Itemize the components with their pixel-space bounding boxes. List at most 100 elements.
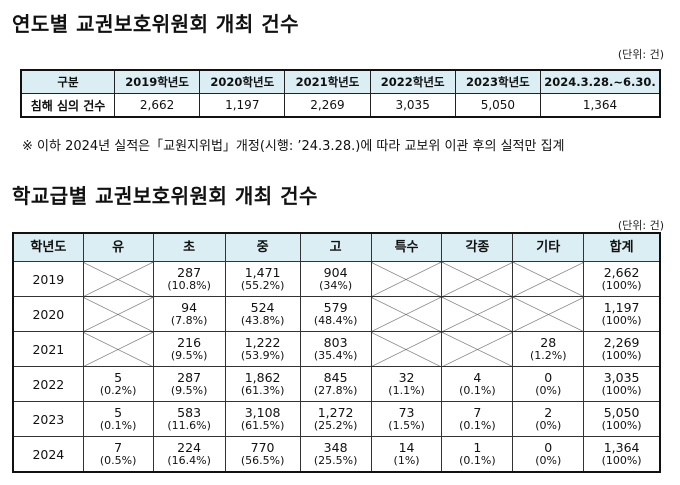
header-cell: 2021학년도: [284, 69, 371, 94]
percent-value: (9.5%): [170, 349, 208, 362]
count-value: 1,862: [244, 370, 281, 385]
count-cell: 1,364 (100%): [583, 436, 661, 473]
count-cell: 5,050 (100%): [583, 401, 661, 437]
count-cell: 94 (7.8%): [152, 296, 226, 332]
header-cell: 기타: [512, 232, 585, 262]
value-cell: 3,035: [369, 93, 456, 118]
count-cell: 0 (0%): [512, 436, 585, 473]
percent-value: (25.2%): [313, 419, 358, 432]
count-cell: 579 (48.4%): [299, 296, 372, 332]
count-cell: 2 (0%): [512, 401, 585, 437]
count-cell: 348 (25.5%): [299, 436, 372, 473]
year-cell: 2022: [12, 366, 84, 402]
count-value: 216: [177, 335, 202, 350]
percent-value: (0%): [535, 384, 562, 397]
count-value: 0: [544, 440, 553, 455]
count-value: 2,662: [603, 265, 640, 280]
count-value: 1,272: [317, 405, 354, 420]
count-cell: 73 (1.5%): [370, 401, 443, 437]
count-value: 4: [473, 370, 482, 385]
header-cell: 2022학년도: [369, 69, 456, 94]
count-cell: 287 (9.5%): [152, 366, 226, 402]
percent-value: (100%): [601, 419, 642, 432]
count-value: 5: [114, 405, 123, 420]
count-cell: 7 (0.5%): [82, 436, 154, 473]
yearly-header-row: 구분 2019학년도 2020학년도 2021학년도 2022학년도 2023학…: [20, 69, 661, 94]
header-cell: 초: [152, 232, 226, 262]
percent-value: (100%): [601, 454, 642, 467]
table-row: 2019 287 (10.8%) 1,471 (55.2%) 904 (34%) 2,662(…: [12, 261, 661, 297]
count-cell: 2,269 (100%): [583, 331, 661, 367]
empty-crossed-cell: [512, 296, 585, 332]
empty-crossed-cell: [82, 331, 154, 367]
percent-value: (0.1%): [459, 454, 496, 467]
percent-value: (48.4%): [313, 314, 358, 327]
empty-crossed-cell: [370, 331, 443, 367]
empty-crossed-cell: [82, 261, 154, 297]
count-cell: 2,662 (100%): [583, 261, 661, 297]
count-cell: 845 (27.8%): [299, 366, 372, 402]
count-value: 1,197: [603, 300, 640, 315]
percent-value: (0.1%): [99, 419, 137, 432]
value-cell: 5,050: [454, 93, 542, 118]
count-value: 3,035: [603, 370, 640, 385]
empty-crossed-cell: [441, 331, 514, 367]
percent-value: (61.5%): [240, 419, 285, 432]
row-label: 침해 심의 건수: [20, 93, 115, 118]
count-value: 2: [544, 405, 553, 420]
empty-crossed-cell: [82, 296, 154, 332]
count-value: 348: [323, 440, 348, 455]
count-value: 73: [398, 405, 415, 420]
header-cell: 구분: [20, 69, 115, 94]
percent-value: (34%): [319, 279, 353, 292]
percent-value: (35.4%): [313, 349, 358, 362]
section1-title: 연도별 교권보호위원회 개최 건수: [12, 12, 299, 36]
count-value: 579: [323, 300, 348, 315]
count-cell: 583 (11.6%): [152, 401, 226, 437]
percent-value: (100%): [601, 279, 642, 292]
count-value: 803: [323, 335, 348, 350]
count-cell: 904 (34%): [299, 261, 372, 297]
count-value: 583: [177, 405, 202, 420]
percent-value: (56.5%): [240, 454, 285, 467]
percent-value: (10.8%): [167, 279, 211, 292]
year-cell: 2021: [12, 331, 84, 367]
percent-value: (7.8%): [170, 314, 208, 327]
count-cell: 7 (0.1%): [441, 401, 514, 437]
percent-value: (11.6%): [167, 419, 211, 432]
percent-value: (0%): [535, 454, 562, 467]
empty-crossed-cell: [370, 296, 443, 332]
count-cell: 1,272 (25.2%): [299, 401, 372, 437]
count-value: 3,108: [244, 405, 281, 420]
header-cell: 학년도: [12, 232, 84, 262]
year-cell: 2019: [12, 261, 84, 297]
empty-crossed-cell: [370, 261, 443, 297]
count-cell: 1,197 (100%): [583, 296, 661, 332]
count-value: 94: [181, 300, 198, 315]
count-value: 14: [398, 440, 415, 455]
header-cell: 각종: [441, 232, 514, 262]
percent-value: (1.2%): [529, 349, 567, 362]
header-cell: 2019학년도: [113, 69, 201, 94]
count-cell: 803 (35.4%): [299, 331, 372, 367]
section2-title: 학교급별 교권보호위원회 개최 건수: [12, 184, 318, 208]
header-cell: 중: [224, 232, 301, 262]
yearly-table: 구분 2019학년도 2020학년도 2021학년도 2022학년도 2023학…: [20, 69, 661, 118]
percent-value: (55.2%): [240, 279, 285, 292]
count-value: 770: [250, 440, 275, 455]
percent-value: (0.1%): [459, 384, 496, 397]
percent-value: (16.4%): [167, 454, 211, 467]
count-cell: 216 (9.5%): [152, 331, 226, 367]
footnote: ※ 이하 2024년 실적은「교원지위법」개정(시행: ’24.3.28.)에 …: [22, 139, 565, 154]
count-cell: 4 (0.1%): [441, 366, 514, 402]
count-cell: 32 (1.1%): [370, 366, 443, 402]
count-value: 7: [114, 440, 123, 455]
count-value: 28: [540, 335, 557, 350]
count-value: 32: [398, 370, 415, 385]
count-cell: 14 (1%): [370, 436, 443, 473]
year-cell: 2023: [12, 401, 84, 437]
percent-value: (43.8%): [240, 314, 285, 327]
count-value: 1,222: [244, 335, 281, 350]
count-value: 5: [114, 370, 123, 385]
count-value: 5,050: [603, 405, 640, 420]
